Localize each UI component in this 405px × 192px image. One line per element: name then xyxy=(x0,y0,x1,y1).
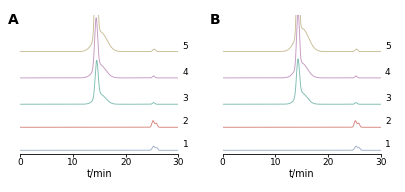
Text: 2: 2 xyxy=(183,118,188,127)
Text: 3: 3 xyxy=(385,94,391,103)
Text: 5: 5 xyxy=(385,42,391,51)
Text: 3: 3 xyxy=(183,94,188,103)
Text: 5: 5 xyxy=(183,42,188,51)
Text: B: B xyxy=(210,13,221,27)
Text: A: A xyxy=(8,13,18,27)
Text: 4: 4 xyxy=(183,68,188,77)
Text: 2: 2 xyxy=(385,118,390,127)
X-axis label: t/min: t/min xyxy=(289,169,314,179)
Text: 1: 1 xyxy=(183,141,188,150)
X-axis label: t/min: t/min xyxy=(87,169,112,179)
Text: 1: 1 xyxy=(385,141,391,150)
Text: 4: 4 xyxy=(385,68,390,77)
